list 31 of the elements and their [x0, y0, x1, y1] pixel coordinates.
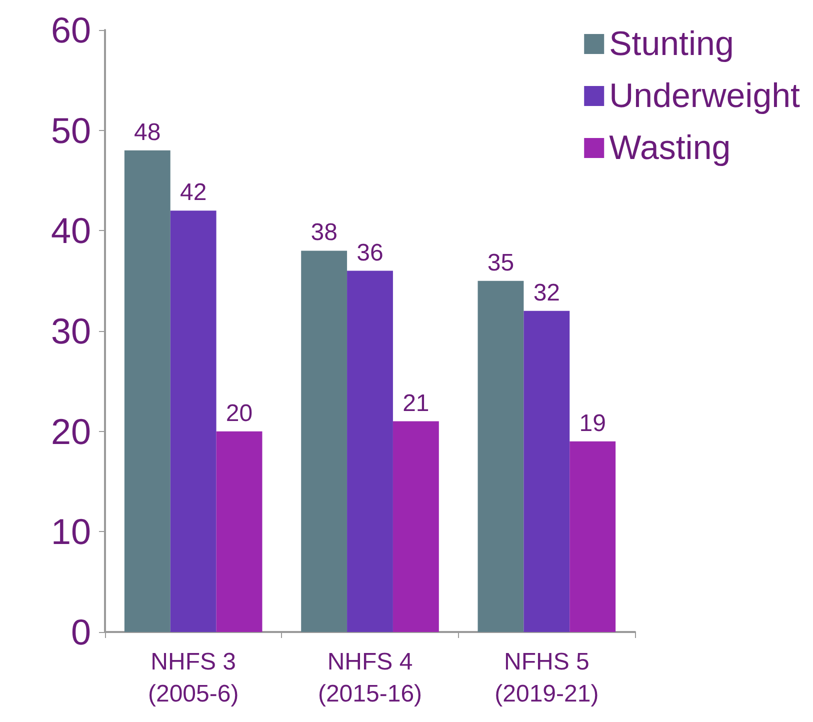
- data-label: 19: [579, 410, 606, 437]
- data-label: 48: [134, 118, 161, 146]
- bar: [570, 441, 616, 632]
- bar: [216, 431, 262, 632]
- data-label: 21: [402, 390, 430, 417]
- data-label: 32: [533, 279, 560, 306]
- x-tick-label: NFHS 5 (2019-21): [494, 648, 599, 708]
- bar: [478, 280, 524, 632]
- y-tick-label: 20: [50, 410, 91, 452]
- y-tick-label: 50: [50, 110, 91, 151]
- bar: [524, 310, 570, 632]
- y-tick-label: 10: [50, 511, 91, 552]
- y-tick-label: 0: [70, 612, 91, 652]
- y-tick-label: 40: [50, 210, 91, 252]
- x-tick-label: NHFS 3 (2005-6): [148, 648, 239, 708]
- y-tick-label: 60: [50, 10, 91, 50]
- y-tick-label: 30: [50, 310, 91, 352]
- bar: [124, 150, 170, 632]
- x-tick-label: NHFS 4 (2015-16): [318, 648, 422, 708]
- data-label: 35: [487, 249, 514, 276]
- bar: [392, 421, 439, 632]
- legend-label: Wasting: [609, 129, 731, 167]
- data-label: 42: [180, 179, 207, 206]
- legend-label: Stunting: [609, 25, 734, 63]
- data-label: 38: [310, 219, 338, 246]
- data-label: 20: [226, 400, 253, 427]
- data-label: 36: [356, 239, 384, 266]
- bar: [347, 270, 393, 632]
- bar: [301, 250, 348, 632]
- bar: [170, 210, 216, 632]
- legend-label: Underweight: [609, 77, 801, 115]
